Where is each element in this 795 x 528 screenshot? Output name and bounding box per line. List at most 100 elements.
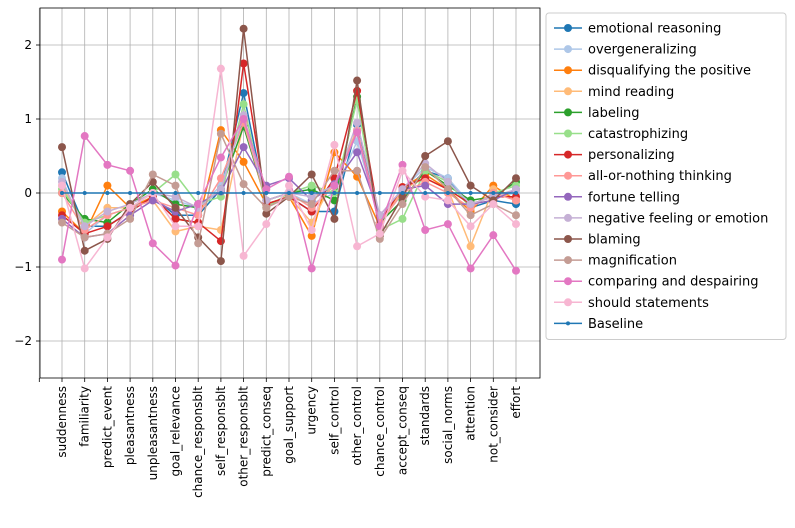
- legend-marker: [564, 150, 572, 159]
- data-point: [489, 200, 498, 209]
- legend-item: Baseline: [554, 317, 643, 332]
- data-point: [103, 207, 112, 216]
- data-point: [443, 220, 452, 229]
- data-point: [171, 214, 180, 223]
- x-tick-label: accept_conseq: [396, 386, 410, 475]
- legend-label: disqualifying the positive: [588, 64, 751, 79]
- legend-label: emotional reasoning: [588, 22, 721, 37]
- data-point: [307, 231, 316, 240]
- data-point: [126, 214, 135, 223]
- data-point: [287, 191, 291, 195]
- data-point: [148, 239, 157, 248]
- data-point: [330, 214, 339, 223]
- legend-marker: [564, 256, 572, 265]
- data-point: [512, 211, 520, 220]
- legend-marker: [564, 277, 572, 286]
- data-point: [466, 200, 475, 209]
- series-group: [58, 24, 520, 275]
- legend-marker: [564, 235, 572, 243]
- x-tick-label: attention: [464, 386, 478, 441]
- data-point: [466, 242, 475, 251]
- data-point: [421, 226, 430, 234]
- legend-box: [545, 12, 787, 340]
- x-axis: suddenness familiarity predict_event pleasa…: [38, 378, 523, 498]
- y-tick-label: 1: [24, 112, 32, 126]
- legend-label: overgeneralizing: [588, 43, 697, 58]
- legend-marker: [564, 171, 572, 180]
- data-point: [58, 255, 66, 264]
- data-point: [443, 177, 452, 186]
- data-point: [171, 222, 180, 231]
- data-point: [421, 163, 430, 172]
- data-point: [80, 246, 89, 255]
- legend-label: personalizing: [588, 148, 675, 163]
- data-point: [307, 200, 316, 209]
- legend-label: should statements: [588, 296, 709, 311]
- x-tick-label: other_responsblt: [237, 386, 251, 487]
- data-point: [126, 166, 135, 175]
- data-point: [421, 192, 430, 201]
- y-tick-label: 2: [24, 38, 32, 52]
- data-point: [514, 191, 518, 195]
- data-point: [128, 191, 133, 195]
- data-point: [421, 152, 430, 160]
- legend-label: catastrophizing: [588, 127, 688, 142]
- series-baseline: [60, 191, 518, 195]
- data-point: [126, 203, 135, 212]
- legend: emotional reasoning overgeneralizing disqu…: [545, 12, 787, 340]
- data-point: [216, 185, 225, 194]
- x-tick-label: not_consider: [486, 386, 500, 463]
- legend-label: negative feeling or emotion: [588, 211, 768, 226]
- legend-item: overgeneralizing: [554, 43, 697, 58]
- x-tick-label: self_control: [327, 386, 341, 455]
- data-point: [218, 191, 223, 195]
- data-point: [264, 191, 269, 195]
- data-point: [171, 192, 180, 201]
- data-point: [171, 203, 180, 212]
- data-point: [307, 192, 316, 201]
- x-tick-label: familiarity: [78, 386, 92, 447]
- legend-item: blaming: [554, 233, 641, 248]
- legend-marker: [564, 192, 572, 201]
- x-tick-label: social_norms: [441, 386, 455, 464]
- data-point: [491, 191, 496, 195]
- data-point: [196, 191, 201, 195]
- data-point: [58, 218, 66, 227]
- legend-marker: [566, 321, 570, 326]
- data-point: [103, 160, 112, 169]
- x-tick-label: urgency: [305, 386, 319, 435]
- data-point: [423, 191, 428, 195]
- legend-label: all-or-nothing thinking: [588, 169, 732, 184]
- data-point: [353, 118, 362, 127]
- data-point: [353, 148, 362, 157]
- data-point: [512, 220, 520, 229]
- data-point: [466, 222, 475, 231]
- legend-item: emotional reasoning: [554, 22, 721, 37]
- data-point: [239, 115, 248, 123]
- series-comparing-and-despairing: [58, 115, 520, 275]
- x-tick-label: suddenness: [55, 386, 69, 458]
- data-point: [194, 239, 203, 248]
- data-point: [421, 181, 430, 190]
- legend-marker: [564, 45, 572, 54]
- legend-item: mind reading: [554, 85, 674, 100]
- data-point: [262, 203, 271, 212]
- legend-item: all-or-nothing thinking: [554, 169, 732, 184]
- data-point: [398, 192, 407, 201]
- data-point: [239, 100, 248, 109]
- data-point: [239, 24, 248, 33]
- data-point: [443, 137, 452, 146]
- data-point: [445, 191, 450, 195]
- data-point: [58, 181, 66, 190]
- data-point: [377, 191, 382, 195]
- legend-marker: [564, 108, 572, 117]
- data-point: [262, 185, 271, 194]
- legend-marker: [564, 213, 572, 222]
- data-point: [353, 166, 362, 175]
- data-point: [307, 226, 316, 234]
- data-point: [398, 200, 407, 209]
- data-point: [262, 220, 271, 229]
- data-point: [468, 191, 473, 195]
- x-tick-label: chance_responsblt: [191, 386, 205, 498]
- series-magnification: [58, 129, 520, 248]
